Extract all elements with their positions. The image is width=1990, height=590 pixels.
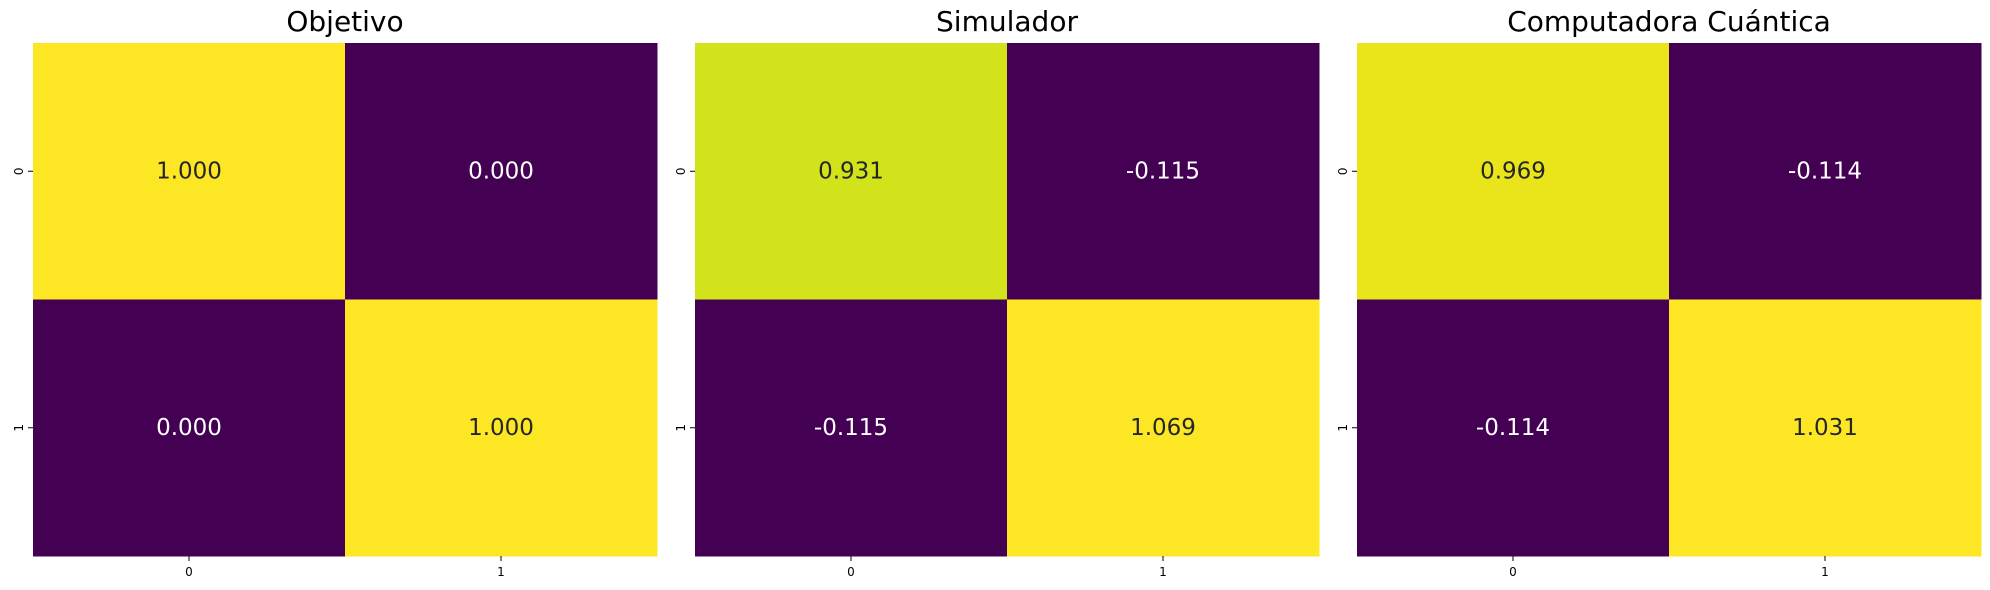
x-tick-label: 1 bbox=[1821, 565, 1829, 579]
cell-value-label: -0.114 bbox=[1476, 415, 1550, 441]
heatmap-panel-2: Computadora Cuántica 0.969 -0.114 -0.114 1.0… bbox=[1336, 5, 1982, 579]
panel-title: Simulador bbox=[936, 5, 1078, 38]
cell-value-label: 1.000 bbox=[156, 158, 222, 184]
y-tick-label: 0 bbox=[674, 167, 688, 175]
y-tick-label: 1 bbox=[674, 424, 688, 432]
cell-value-label: 0.000 bbox=[468, 158, 534, 184]
heatmap-cell bbox=[1357, 299, 1670, 557]
x-tick-label: 1 bbox=[1159, 565, 1167, 579]
x-tick-label: 0 bbox=[847, 565, 855, 579]
heatmap-cell bbox=[695, 43, 1008, 300]
cell-value-label: 0.969 bbox=[1480, 158, 1546, 184]
heatmap-cell bbox=[1007, 299, 1320, 557]
y-tick-label: 0 bbox=[1336, 167, 1350, 175]
cell-value-label: 1.069 bbox=[1130, 415, 1196, 441]
panel-title: Computadora Cuántica bbox=[1507, 5, 1831, 38]
heatmap-cell bbox=[1669, 43, 1982, 300]
heatmap-panel-0: Objetivo 1.000 0.000 0.000 1.000 0 1 0 1 bbox=[12, 5, 658, 579]
heatmap-cell bbox=[33, 299, 346, 557]
y-tick-label: 0 bbox=[12, 167, 26, 175]
panel-title: Objetivo bbox=[286, 5, 403, 38]
cell-value-label: -0.114 bbox=[1788, 158, 1862, 184]
heatmap-cell bbox=[33, 43, 346, 300]
x-tick-label: 0 bbox=[185, 565, 193, 579]
heatmap-cell bbox=[1007, 43, 1320, 300]
heatmap-panel-1: Simulador 0.931 -0.115 -0.115 1.069 0 1 0 1 bbox=[674, 5, 1320, 579]
cell-value-label: 1.031 bbox=[1792, 415, 1858, 441]
heatmap-cell bbox=[345, 299, 658, 557]
x-tick-label: 0 bbox=[1509, 565, 1517, 579]
heatmap-cell bbox=[1669, 299, 1982, 557]
cell-value-label: 0.000 bbox=[156, 415, 222, 441]
cell-value-label: 1.000 bbox=[468, 415, 534, 441]
x-tick-label: 1 bbox=[497, 565, 505, 579]
y-tick-label: 1 bbox=[12, 424, 26, 432]
heatmap-cell bbox=[695, 299, 1008, 557]
heatmap-cell bbox=[1357, 43, 1670, 300]
heatmap-cell bbox=[345, 43, 658, 300]
cell-value-label: 0.931 bbox=[818, 158, 884, 184]
cell-value-label: -0.115 bbox=[814, 415, 888, 441]
cell-value-label: -0.115 bbox=[1126, 158, 1200, 184]
y-tick-label: 1 bbox=[1336, 424, 1350, 432]
